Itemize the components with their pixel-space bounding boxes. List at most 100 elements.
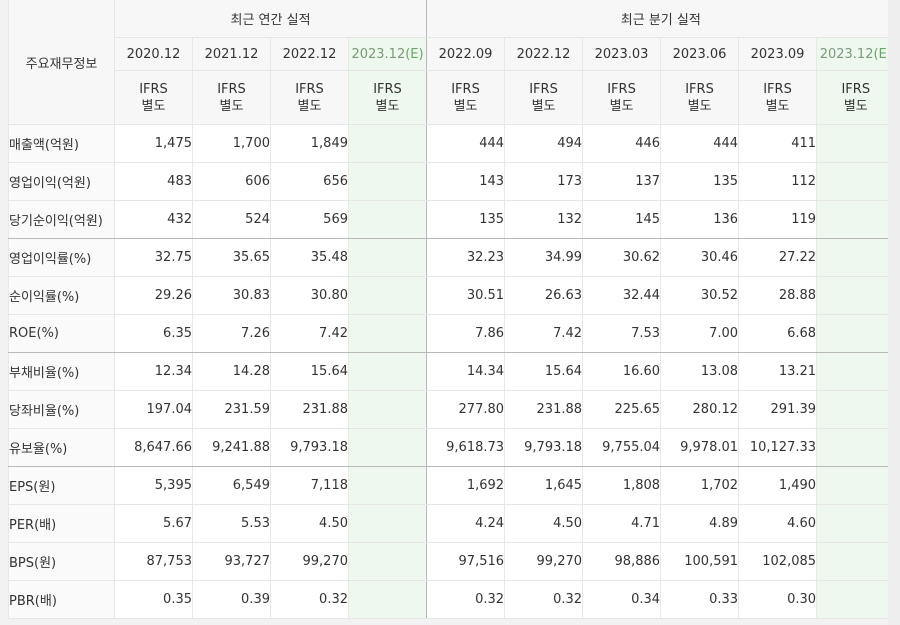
quarter-value-cell <box>816 428 895 467</box>
period-header: 2022.12 <box>504 37 583 71</box>
quarter-value-cell: 119 <box>738 200 817 239</box>
annual-value-cell <box>347 390 427 429</box>
annual-value-cell <box>347 162 427 201</box>
table-row: 유보율(%) 8,647.66 9,241.88 9,793.18 9,618.73 9,… <box>8 428 895 467</box>
period-label: 2023.03 <box>594 46 649 62</box>
quarter-value-cell: 30.62 <box>582 238 661 277</box>
quarter-value-cell: 494 <box>504 124 583 163</box>
quarter-value-cell: 1,702 <box>660 466 739 505</box>
annual-value-cell <box>347 200 427 239</box>
quarter-value-cell: 4.60 <box>738 504 817 543</box>
period-label: 2022.09 <box>438 46 493 62</box>
annual-value-cell: 1,700 <box>192 124 271 163</box>
ifrs-badge: IFRS 별도 <box>192 70 271 125</box>
quarter-value-cell <box>816 238 895 277</box>
quarter-value-cell: 225.65 <box>582 390 661 429</box>
annual-value-cell: 483 <box>114 162 193 201</box>
quarter-value-cell: 0.32 <box>426 580 505 619</box>
quarter-value-cell: 4.24 <box>426 504 505 543</box>
annual-value-cell <box>347 124 427 163</box>
quarter-value-cell <box>816 390 895 429</box>
quarter-value-cell: 26.63 <box>504 276 583 315</box>
quarter-value-cell: 100,591 <box>660 542 739 581</box>
annual-value-cell: 5,395 <box>114 466 193 505</box>
separate-label: 별도 <box>765 98 790 114</box>
quarter-value-cell: 27.22 <box>738 238 817 277</box>
quarter-value-cell: 0.32 <box>504 580 583 619</box>
quarter-value-cell: 9,793.18 <box>504 428 583 467</box>
quarter-value-cell: 98,886 <box>582 542 661 581</box>
quarter-value-cell: 34.99 <box>504 238 583 277</box>
period-header: 2023.12(E) <box>816 37 895 71</box>
annual-value-cell: 6.35 <box>114 314 193 353</box>
quarter-value-cell: 446 <box>582 124 661 163</box>
annual-value-cell: 5.67 <box>114 504 193 543</box>
quarter-value-cell: 30.46 <box>660 238 739 277</box>
quarter-value-cell: 291.39 <box>738 390 817 429</box>
quarter-value-cell: 28.88 <box>738 276 817 315</box>
period-label: 2023.12 <box>819 46 874 62</box>
table-row: 부채비율(%) 12.34 14.28 15.64 14.34 15.64 16.60 13.… <box>8 352 895 391</box>
annual-value-cell <box>347 466 427 505</box>
quarter-value-cell <box>816 200 895 239</box>
table-row: 매출액(억원) 1,475 1,700 1,849 444 494 446 444 411 <box>8 124 895 163</box>
financial-summary-table: 주요재무정보 최근 연간 실적 최근 분기 실적 2020.12 2021.12 2… <box>8 0 895 619</box>
table-row: 당기순이익(억원) 432 524 569 135 132 145 136 119 <box>8 200 895 239</box>
quarter-value-cell: 9,618.73 <box>426 428 505 467</box>
period-label: 2023.12 <box>351 46 406 62</box>
annual-value-cell: 7,118 <box>270 466 349 505</box>
quarter-value-cell <box>816 580 895 619</box>
separate-label: 별도 <box>219 98 244 114</box>
annual-value-cell: 30.83 <box>192 276 271 315</box>
annual-value-cell: 15.64 <box>270 352 349 391</box>
ifrs-label: IFRS <box>841 81 871 97</box>
annual-value-cell: 432 <box>114 200 193 239</box>
ifrs-badge: IFRS 별도 <box>504 70 583 125</box>
row-label: 매출액(억원) <box>8 124 115 163</box>
ifrs-badge: IFRS 별도 <box>426 70 505 125</box>
quarter-value-cell: 135 <box>660 162 739 201</box>
label-column-header: 주요재무정보 <box>8 0 115 125</box>
row-label: PER(배) <box>8 504 115 543</box>
ifrs-label: IFRS <box>295 81 324 97</box>
ifrs-badge: IFRS 별도 <box>114 70 193 125</box>
ifrs-label: IFRS <box>607 81 636 97</box>
quarter-value-cell: 6.68 <box>738 314 817 353</box>
quarter-value-cell: 16.60 <box>582 352 661 391</box>
period-header: 2023.06 <box>660 37 739 71</box>
quarter-value-cell: 4.89 <box>660 504 739 543</box>
quarter-value-cell: 7.86 <box>426 314 505 353</box>
quarter-value-cell: 97,516 <box>426 542 505 581</box>
annual-value-cell: 87,753 <box>114 542 193 581</box>
annual-value-cell: 656 <box>270 162 349 201</box>
table-row: EPS(원) 5,395 6,549 7,118 1,692 1,645 1,808 1,70… <box>8 466 895 505</box>
annual-value-cell: 0.39 <box>192 580 271 619</box>
row-label: 부채비율(%) <box>8 352 115 391</box>
ifrs-badge: IFRS 별도 <box>347 70 427 125</box>
quarter-value-cell: 99,270 <box>504 542 583 581</box>
quarter-value-cell: 13.21 <box>738 352 817 391</box>
annual-value-cell: 606 <box>192 162 271 201</box>
ifrs-label: IFRS <box>529 81 558 97</box>
ifrs-badge: IFRS 별도 <box>738 70 817 125</box>
quarter-value-cell: 7.53 <box>582 314 661 353</box>
quarter-value-cell: 0.33 <box>660 580 739 619</box>
quarter-value-cell <box>816 276 895 315</box>
row-label: 영업이익(억원) <box>8 162 115 201</box>
separate-label: 별도 <box>141 98 166 114</box>
period-header: 2022.12 <box>270 37 349 71</box>
quarter-value-cell: 32.23 <box>426 238 505 277</box>
annual-value-cell: 7.26 <box>192 314 271 353</box>
annual-value-cell: 231.59 <box>192 390 271 429</box>
estimate-mark: (E) <box>405 46 424 62</box>
quarter-value-cell: 444 <box>660 124 739 163</box>
annual-value-cell: 93,727 <box>192 542 271 581</box>
quarter-value-cell: 132 <box>504 200 583 239</box>
annual-value-cell: 0.32 <box>270 580 349 619</box>
annual-value-cell: 7.42 <box>270 314 349 353</box>
annual-value-cell: 524 <box>192 200 271 239</box>
quarter-value-cell: 7.42 <box>504 314 583 353</box>
period-header: 2023.09 <box>738 37 817 71</box>
quarter-value-cell: 137 <box>582 162 661 201</box>
quarter-group-header: 최근 분기 실적 <box>426 0 895 38</box>
